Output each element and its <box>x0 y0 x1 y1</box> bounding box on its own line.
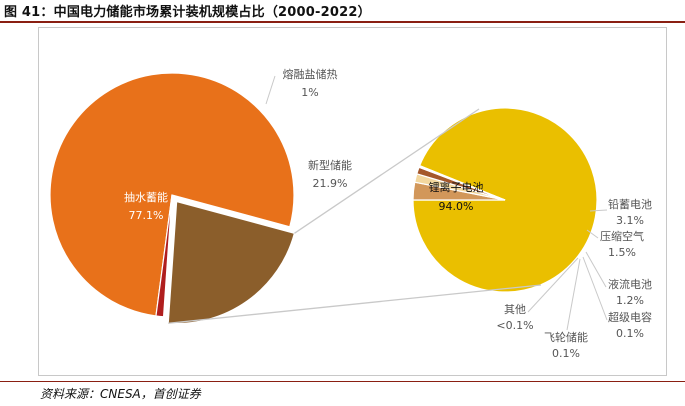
connector-line-top <box>294 108 480 234</box>
sub-label-value-0: 94.0% <box>439 200 474 213</box>
sub-leader-line-1 <box>589 209 608 212</box>
sub-label-value-5: 0.1% <box>552 347 580 360</box>
sub-leader-line-4 <box>582 256 608 321</box>
source-rule <box>0 381 685 382</box>
main-label-value-1: 21.9% <box>313 177 348 190</box>
main-leader-line-2 <box>265 75 276 105</box>
sub-label-value-3: 1.2% <box>616 294 644 307</box>
main-label-value-2: 1% <box>301 86 318 99</box>
sub-leader-line-5 <box>566 258 581 331</box>
sub-leader-line-3 <box>585 251 607 288</box>
main-label-name-1: 新型储能 <box>308 158 352 172</box>
main-pie-slice-2 <box>155 194 173 318</box>
sub-label-name-4: 超级电容 <box>608 310 652 324</box>
sub-pie-slice-6 <box>418 164 506 201</box>
source-note: 资料来源：CNESA，首创证券 <box>40 387 201 401</box>
title-rule <box>0 21 685 23</box>
sub-leader-line-6 <box>527 257 579 313</box>
main-label-name-2: 熔融盐储热 <box>283 67 338 81</box>
main-label-value-0: 77.1% <box>129 209 164 222</box>
sub-label-name-3: 液流电池 <box>608 277 652 291</box>
main-pie-slice-1 <box>167 200 296 325</box>
sub-label-name-1: 铅蓄电池 <box>608 197 652 211</box>
sub-label-value-6: <0.1% <box>496 319 533 332</box>
sub-label-value-1: 3.1% <box>616 214 644 227</box>
plot-frame <box>38 27 667 376</box>
sub-label-name-5: 飞轮储能 <box>544 330 588 344</box>
sub-label-value-2: 1.5% <box>608 246 636 259</box>
sub-leader-line-2 <box>586 229 599 239</box>
main-pie-slice-0 <box>49 72 295 317</box>
sub-label-value-4: 0.1% <box>616 327 644 340</box>
figure-title: 图 41：中国电力储能市场累计装机规模占比（2000-2022） <box>4 5 371 20</box>
sub-label-name-0: 锂离子电池 <box>429 180 484 194</box>
connector-line-bottom <box>168 284 542 324</box>
sub-label-name-2: 压缩空气 <box>600 229 644 243</box>
sub-label-name-6: 其他 <box>504 303 526 316</box>
main-label-name-0: 抽水蓄能 <box>124 190 168 204</box>
